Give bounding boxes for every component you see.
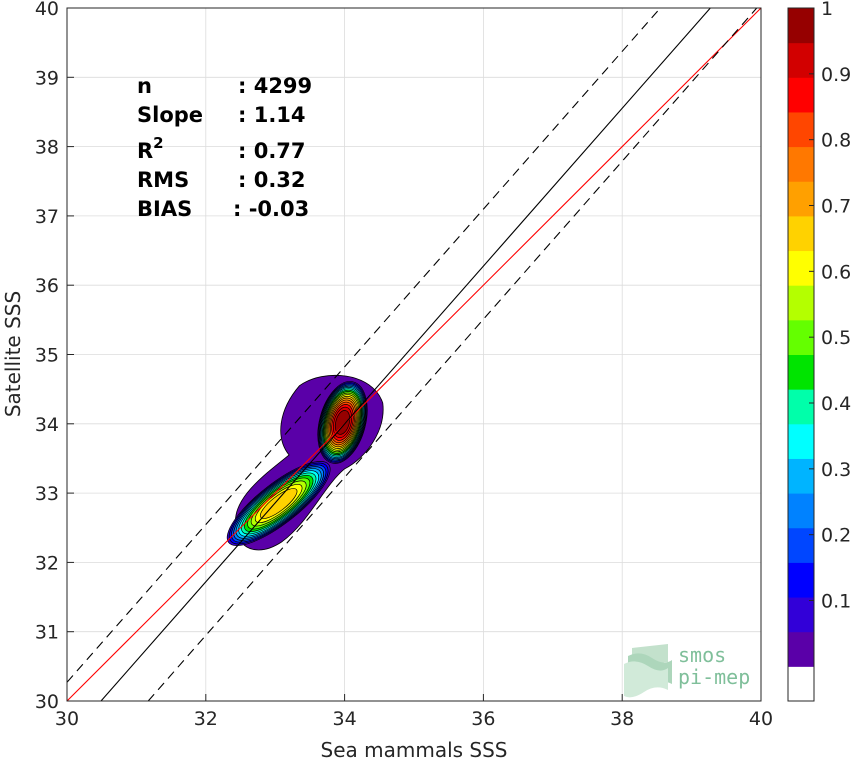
colorbar-segment-13 [788,215,814,252]
colorbar-tick-label-1: 0.2 [821,525,851,547]
colorbar-segment-15 [788,146,814,182]
colorbar-segment-5 [788,493,814,529]
colorbar [788,8,814,702]
colorbar-segment-17 [788,77,814,113]
stat-rms-value: : 0.32 [238,168,306,192]
smos-pimep-logo: smos pi-mep [624,643,750,698]
stat-n-value: : 4299 [238,74,312,98]
x-tick-label-5: 40 [749,708,773,730]
x-axis-label: Sea mammals SSS [321,738,508,762]
colorbar-tick-label-8: 0.9 [821,64,851,86]
colorbar-segment-2 [788,597,814,633]
colorbar-segment-6 [788,458,814,494]
density-level-0-13 [259,488,298,519]
colorbar-tick-label-4: 0.5 [821,327,851,349]
colorbar-segment-7 [788,423,814,459]
colorbar-tick-label-7: 0.8 [821,130,851,152]
grid-lines [66,7,762,702]
density-level-1-19 [334,410,351,435]
colorbar-tick-label-6: 0.7 [821,196,851,218]
stat-r2-label: R2 [137,134,164,163]
logo-text-line1: smos [678,643,726,667]
colorbar-tick-label-0: 0.1 [821,591,851,613]
x-tick-label-0: 30 [55,708,79,730]
x-tick-label-1: 32 [194,708,218,730]
x-tick-label-3: 36 [471,708,495,730]
y-tick-label-8: 38 [35,137,59,159]
colorbar-tick-label-2: 0.3 [821,459,851,481]
stat-slope-value: : 1.14 [238,103,306,127]
reference-lines [67,8,761,701]
colorbar-segment-11 [788,285,814,321]
regression-line [100,8,711,701]
x-tick-label-4: 38 [610,708,634,730]
colorbar-segment-1 [788,631,814,667]
lower-bound-line [147,8,758,701]
y-tick-label-3: 33 [35,483,59,505]
colorbar-segment-0 [788,666,814,702]
x-axis-ticks: 30 32 34 36 38 40 [55,694,773,730]
y-tick-label-9: 39 [35,67,59,89]
colorbar-segment-14 [788,181,814,217]
stat-r2-base: R [137,139,153,163]
colorbar-ticks: 0.1 0.2 0.3 0.4 0.5 0.6 0.7 0.8 0.9 1 [809,0,851,613]
y-axis-ticks: 30 31 32 33 34 35 36 37 38 39 40 [35,0,74,713]
colorbar-segment-8 [788,389,814,425]
stat-r2-value: : 0.77 [238,139,306,163]
stat-bias-label: BIAS [137,197,192,221]
y-tick-label-2: 32 [35,552,59,574]
y-tick-label-7: 37 [35,206,59,228]
colorbar-tick-label-5: 0.6 [821,261,851,283]
colorbar-tick-label-3: 0.4 [821,393,851,415]
y-tick-label-1: 31 [35,622,59,644]
identity-line [67,8,761,701]
colorbar-segment-12 [788,250,814,286]
density-contours [226,374,384,551]
stat-r2-superscript: 2 [153,134,163,152]
colorbar-segment-19 [788,8,814,44]
colorbar-segment-16 [788,111,814,148]
y-tick-label-0: 30 [35,691,59,713]
y-axis-label: Satellite SSS [1,291,25,417]
logo-text-line2: pi-mep [678,665,750,689]
stat-slope-label: Slope [137,103,203,127]
y-tick-label-5: 35 [35,345,59,367]
colorbar-segment-18 [788,42,814,78]
colorbar-tick-label-9: 1 [821,0,833,20]
colorbar-frame [787,7,815,702]
x-tick-label-2: 34 [333,708,357,730]
y-tick-label-4: 34 [35,414,59,436]
colorbar-segment-9 [788,354,814,390]
y-tick-label-10: 40 [35,0,59,20]
colorbar-segment-3 [788,562,814,598]
colorbar-segment-4 [788,527,814,563]
statistics-box: n : 4299 Slope : 1.14 R2 : 0.77 RMS : 0.… [137,74,312,221]
stat-bias-value: : -0.03 [233,197,309,221]
stat-n-label: n [137,74,152,98]
logo-waves-icon [624,644,672,698]
y-tick-label-6: 36 [35,275,59,297]
stat-rms-label: RMS [137,168,189,192]
